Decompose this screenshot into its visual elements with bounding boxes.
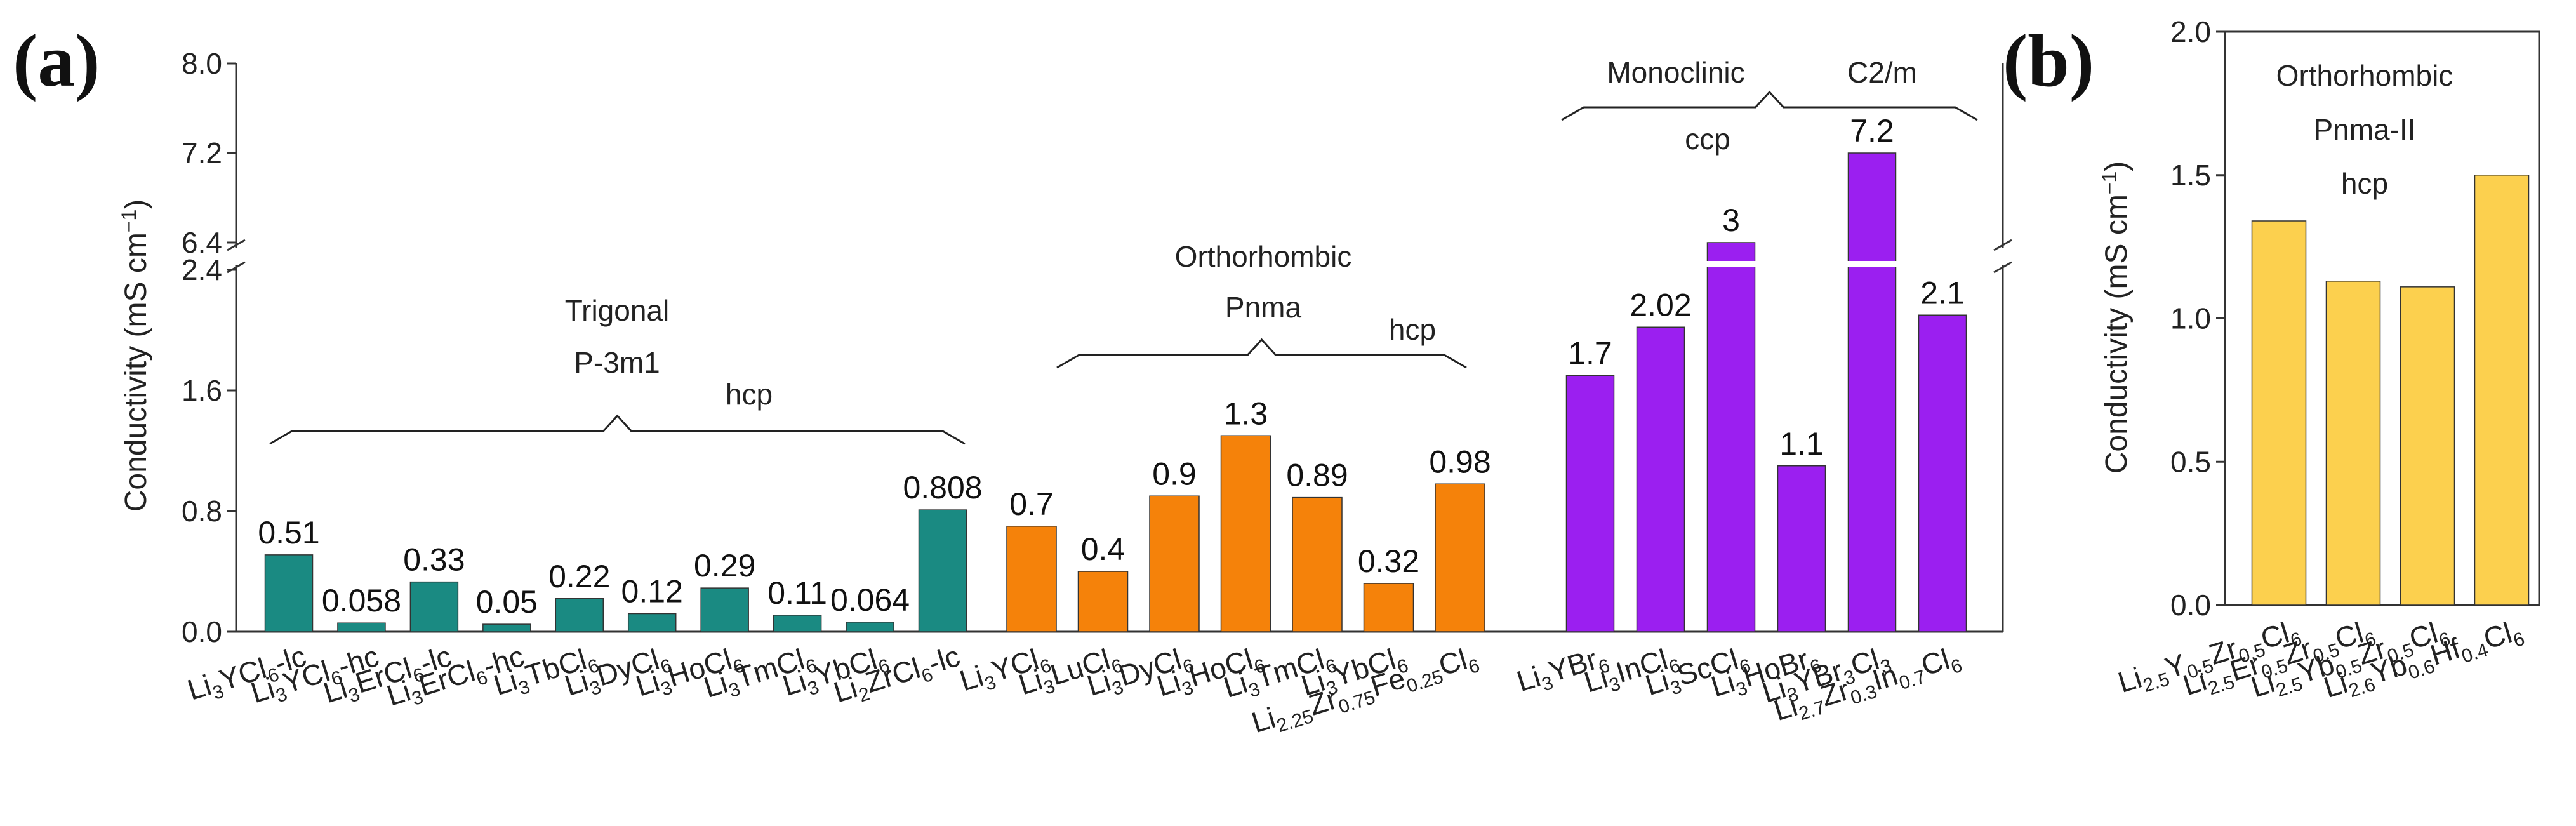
bar xyxy=(1636,326,1685,632)
bar xyxy=(482,623,531,632)
bar xyxy=(2251,220,2307,606)
annotation-packing-label: hcp xyxy=(2341,167,2388,200)
value-label: 0.89 xyxy=(1286,458,1348,493)
bar xyxy=(1847,152,1897,632)
value-label: 0.7 xyxy=(1009,486,1054,522)
bar xyxy=(2325,281,2381,606)
bar xyxy=(1777,465,1826,632)
panel-label-b: (b) xyxy=(2003,19,2094,102)
group-brace-trigonal xyxy=(269,414,966,445)
bar xyxy=(337,622,386,632)
value-label: 0.9 xyxy=(1152,456,1197,491)
bar xyxy=(1006,526,1057,632)
group-packing-label: ccp xyxy=(1685,123,1730,156)
y-tick-label-a: 6.4 xyxy=(182,226,222,259)
group-space-group-label: P-3m1 xyxy=(574,346,660,379)
y-tick-label-b: 1.5 xyxy=(2170,159,2211,192)
group-brace-orthorhombic xyxy=(1056,338,1467,369)
y-tick-label-b: 1.0 xyxy=(2170,302,2211,335)
bar xyxy=(1149,495,1200,632)
category-label: Li2.7Zr0.3In0.7Cl6 xyxy=(1770,639,1965,731)
group-packing-label: hcp xyxy=(726,378,773,411)
y-axis-title-b: Conductivity (mS cm−1) xyxy=(2098,161,2134,474)
value-label: 0.51 xyxy=(258,515,319,550)
panel-label-a: (a) xyxy=(13,19,100,102)
bar-break-gap xyxy=(1704,261,1758,267)
y-tick-label-a: 0.8 xyxy=(182,495,222,528)
bar xyxy=(1565,375,1615,632)
group-structure-label: Orthorhombic xyxy=(1175,240,1352,273)
bar xyxy=(2400,286,2455,606)
axis-break-mark xyxy=(1993,239,2012,251)
group-packing-label: hcp xyxy=(1389,313,1436,346)
bar xyxy=(1292,496,1343,632)
bar xyxy=(918,509,967,632)
value-label: 0.4 xyxy=(1081,531,1125,567)
group-space-group-label: C2/m xyxy=(1847,56,1917,89)
value-label: 0.05 xyxy=(476,584,538,620)
group-structure-label: Monoclinic xyxy=(1607,56,1744,89)
bar xyxy=(1220,435,1271,632)
y-tick-label-a: 0.0 xyxy=(182,615,222,648)
value-label: 2.02 xyxy=(1630,287,1691,323)
chart-a: 0.0 0.8 1.6 2.46.4 7.2 8.0 Conductivity (mS cm… xyxy=(117,47,2012,739)
value-label: 7.2 xyxy=(1850,113,1894,149)
y-tick-label-b: 0.5 xyxy=(2170,445,2211,478)
value-label: 2.1 xyxy=(1920,275,1965,310)
group-brace-monoclinic xyxy=(1561,90,1978,121)
bar xyxy=(1706,242,1756,632)
annotation-space-group-label: Pnma-II xyxy=(2313,113,2415,146)
bar xyxy=(627,613,677,632)
bar xyxy=(700,587,749,632)
annotation-structure-label: Orthorhombic xyxy=(2276,59,2453,92)
bar xyxy=(555,598,604,632)
value-label: 0.22 xyxy=(548,559,610,594)
y-tick-label-a: 2.4 xyxy=(182,253,222,286)
category-label: Li3ErCl6-lc xyxy=(319,639,456,714)
bar xyxy=(846,622,894,632)
value-label: 0.058 xyxy=(322,583,401,618)
value-label: 0.98 xyxy=(1429,444,1490,479)
value-label: 3 xyxy=(1722,203,1740,238)
value-label: 0.11 xyxy=(767,575,827,611)
value-label: 0.29 xyxy=(694,548,755,583)
chart-b: 0.0 0.5 1.0 1.5 2.0 Conductivity (mS cm−1) Li2… xyxy=(2098,15,2540,704)
y-tick-label-b: 2.0 xyxy=(2170,15,2211,48)
category-label: Li3ScCl6 xyxy=(1642,639,1753,706)
y-axis-title-a: Conductivity (mS cm−1) xyxy=(117,199,153,512)
bar xyxy=(773,615,822,632)
value-label: 0.808 xyxy=(903,470,982,505)
bar xyxy=(1363,583,1414,632)
value-label: 1.3 xyxy=(1224,396,1268,431)
bar xyxy=(409,581,459,632)
y-tick-label-b: 0.0 xyxy=(2170,589,2211,622)
category-label: Li2.5Y0.5Zr0.5Cl6 xyxy=(2114,613,2304,703)
group-structure-label: Trigonal xyxy=(565,294,669,327)
axis-break-mark xyxy=(227,239,246,251)
group-space-group-label: Pnma xyxy=(1225,291,1302,324)
value-label: 0.064 xyxy=(830,582,910,618)
y-tick-label-a: 7.2 xyxy=(182,137,222,170)
value-label: 1.1 xyxy=(1779,426,1824,462)
value-label: 0.32 xyxy=(1358,543,1419,579)
bar xyxy=(1077,571,1129,632)
axis-break-mark xyxy=(1993,261,2012,274)
y-tick-label-a: 1.6 xyxy=(182,374,222,407)
value-label: 1.7 xyxy=(1568,335,1612,371)
category-label: Li3TbCl6 xyxy=(489,639,601,706)
bar xyxy=(264,554,314,632)
value-label: 0.33 xyxy=(403,542,465,578)
value-label: 0.12 xyxy=(621,574,683,610)
category-label: Li3YCl6-lc xyxy=(183,639,311,711)
bar xyxy=(1918,314,1967,632)
bar-break-gap xyxy=(1845,261,1899,267)
bar xyxy=(2474,175,2530,606)
y-tick-label-a: 8.0 xyxy=(182,47,222,80)
bar xyxy=(1435,483,1485,632)
